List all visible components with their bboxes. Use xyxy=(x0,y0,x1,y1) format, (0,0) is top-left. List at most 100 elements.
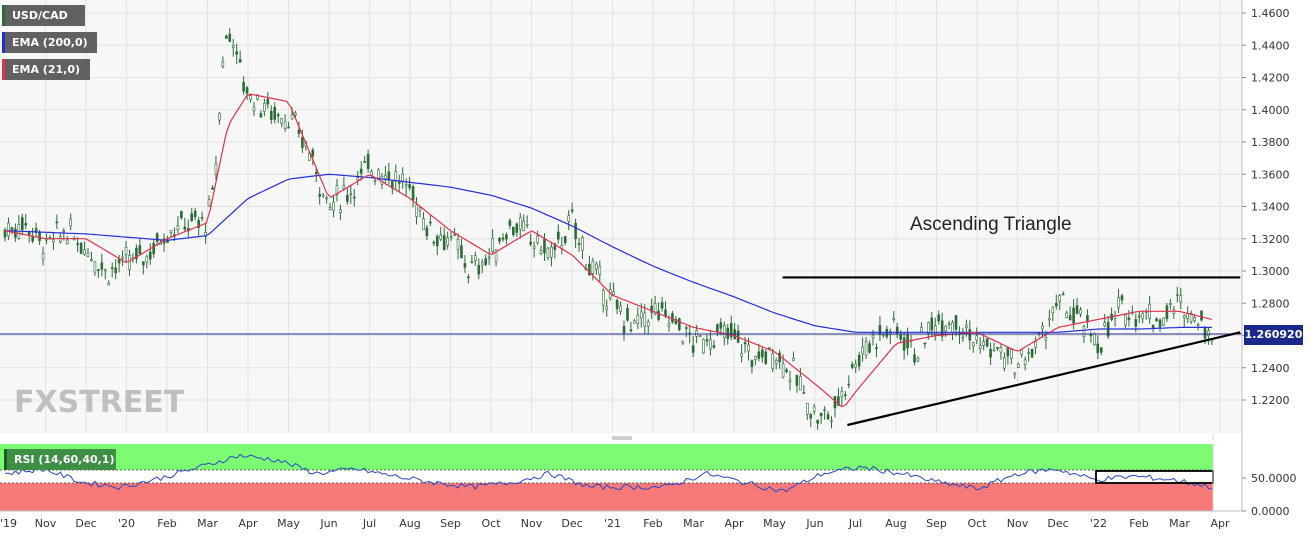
candle-body xyxy=(183,226,187,230)
candle-body xyxy=(619,305,622,312)
candle-body xyxy=(180,211,183,219)
candle-body xyxy=(397,181,401,184)
time-tick-label: Oct xyxy=(481,517,501,530)
candle-body xyxy=(636,314,640,324)
legend-ema21[interactable]: EMA (21,0) xyxy=(2,59,90,80)
candle-body xyxy=(1041,325,1044,330)
candle-body xyxy=(1134,319,1138,327)
candle-body xyxy=(1089,334,1093,337)
candle-body xyxy=(1079,309,1082,315)
candle-body xyxy=(301,137,304,148)
candle-body xyxy=(761,349,764,358)
candle-body xyxy=(225,35,228,39)
candle-body xyxy=(377,169,380,180)
candle-body xyxy=(97,269,100,271)
candle-body xyxy=(795,375,799,386)
ascending-triangle-label: Ascending Triangle xyxy=(910,214,1072,235)
candle-body xyxy=(1003,357,1006,369)
price-axis: 1.4600 1.4400 1.4200 1.4000 1.3800 1.3600 1.34… xyxy=(1241,0,1290,511)
legend-rsi[interactable]: RSI (14,60,40,1) xyxy=(4,449,116,470)
price-tick-label: 1.2200 xyxy=(1251,394,1290,407)
support-line xyxy=(847,331,1241,427)
candle-body xyxy=(916,357,920,362)
candle-body xyxy=(297,129,301,134)
time-tick-label: Mar xyxy=(1169,517,1190,530)
legend-ema200[interactable]: EMA (200,0) xyxy=(2,32,97,53)
candle-body xyxy=(214,163,218,175)
legend-ema21-label: EMA (21,0) xyxy=(12,63,80,76)
candle-body xyxy=(591,260,595,274)
candle-body xyxy=(522,220,526,231)
candle-body xyxy=(394,171,398,182)
candle-body xyxy=(799,375,802,391)
legend-rsi-label: RSI (14,60,40,1) xyxy=(14,453,115,466)
candle-body xyxy=(691,345,695,353)
candle-body xyxy=(840,390,844,398)
candle-body xyxy=(536,235,539,243)
candle-body xyxy=(1020,349,1024,355)
candle-body xyxy=(892,318,896,321)
time-tick-label: Feb xyxy=(157,517,176,530)
candle-body xyxy=(211,187,214,190)
candle-body xyxy=(242,82,245,92)
time-tick-label: Jul xyxy=(848,517,862,530)
candle-body xyxy=(951,322,954,333)
candle-body xyxy=(467,276,470,279)
candle-body xyxy=(1141,312,1145,319)
candle-body xyxy=(788,379,792,382)
time-tick-label: Jul xyxy=(362,517,376,530)
candle-body xyxy=(69,218,73,227)
candle-body xyxy=(446,237,449,246)
candle-body xyxy=(947,323,951,325)
candle-body xyxy=(1068,315,1072,321)
candle-body xyxy=(612,291,615,296)
candle-body xyxy=(352,196,356,199)
candle-body xyxy=(200,217,204,219)
time-tick-label: Sep xyxy=(440,517,461,530)
pane-splitter[interactable] xyxy=(612,436,632,441)
candle-body xyxy=(525,223,529,226)
candle-body xyxy=(553,243,557,250)
candle-body xyxy=(550,246,553,258)
candle-body xyxy=(135,247,138,260)
candle-body xyxy=(55,221,59,224)
candle-body xyxy=(1165,305,1169,320)
candle-body xyxy=(920,327,923,333)
time-tick-label: Aug xyxy=(399,517,420,530)
candle-body xyxy=(418,207,422,211)
candle-body xyxy=(432,241,436,244)
candle-body xyxy=(1075,305,1079,314)
candle-body xyxy=(1137,315,1141,318)
candle-body xyxy=(716,324,719,332)
candle-body xyxy=(83,249,86,255)
time-tick-label: Jun xyxy=(805,517,823,530)
candle-body xyxy=(674,319,678,324)
candle-body xyxy=(366,154,370,169)
legend-symbol[interactable]: USD/CAD xyxy=(2,5,85,26)
candle-body xyxy=(1058,295,1062,302)
rsi-tick-label: 50.0000 xyxy=(1251,472,1297,485)
candle-body xyxy=(626,308,629,321)
candle-body xyxy=(321,194,325,197)
candle-body xyxy=(633,320,636,324)
candle-body xyxy=(764,351,768,364)
candle-body xyxy=(927,322,930,334)
candle-body xyxy=(643,312,647,327)
candle-body xyxy=(65,239,69,244)
candle-body xyxy=(902,337,906,351)
candle-body xyxy=(38,231,41,241)
rsi-tick-label: 0.0000 xyxy=(1251,505,1290,518)
candle-body xyxy=(595,263,598,270)
time-tick-label: Apr xyxy=(238,517,258,530)
candle-body xyxy=(373,179,377,182)
rsi-upper-zone xyxy=(0,444,1213,470)
candle-body xyxy=(712,345,716,348)
time-tick-label: '20 xyxy=(118,517,135,530)
time-tick-label: Nov xyxy=(1007,517,1029,530)
price-tick-label: 1.4200 xyxy=(1251,72,1290,85)
candle-body xyxy=(311,149,315,157)
candle-body xyxy=(899,334,902,340)
candle-body xyxy=(463,263,467,268)
candle-body xyxy=(512,226,515,236)
